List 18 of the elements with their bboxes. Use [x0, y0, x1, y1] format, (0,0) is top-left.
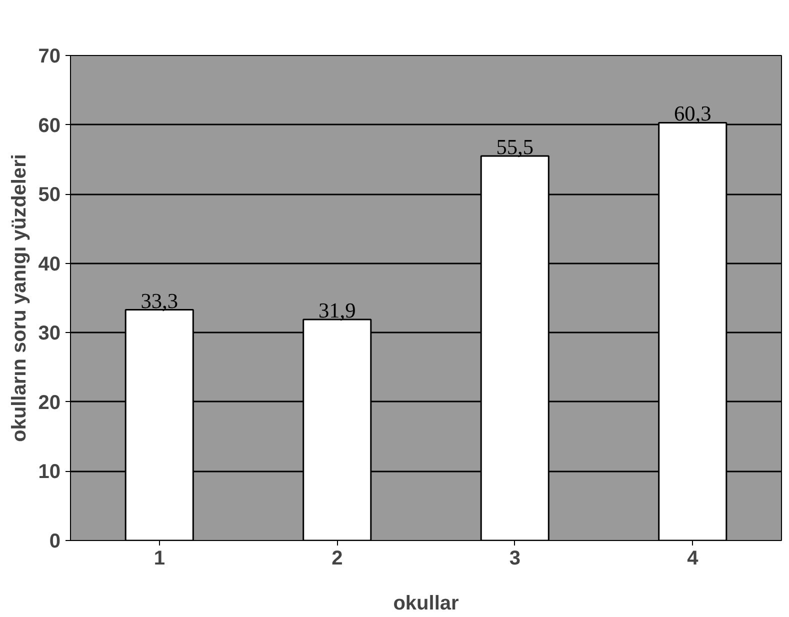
data-label: 33,3 — [140, 288, 178, 313]
y-tick-label: 50 — [38, 184, 61, 206]
y-tick-label: 60 — [38, 114, 61, 137]
x-tick-label: 2 — [332, 548, 343, 570]
x-tick-label: 4 — [687, 548, 700, 570]
y-tick-label: 10 — [38, 461, 61, 484]
y-tick-label: 70 — [38, 46, 61, 68]
y-tick-label: 0 — [49, 530, 60, 552]
x-tick-label: 1 — [154, 548, 165, 570]
x-tick-label: 3 — [509, 548, 520, 570]
data-label: 55,5 — [496, 134, 534, 159]
y-tick-label: 40 — [38, 253, 61, 276]
y-tick-label: 30 — [38, 322, 61, 345]
y-axis-title: okulların soru yanıgı yüzdeleri — [8, 154, 30, 442]
data-label: 60,3 — [674, 102, 712, 126]
y-tick-label: 20 — [38, 392, 61, 414]
data-label: 31,9 — [318, 298, 356, 322]
x-axis-title: okullar — [393, 592, 460, 614]
